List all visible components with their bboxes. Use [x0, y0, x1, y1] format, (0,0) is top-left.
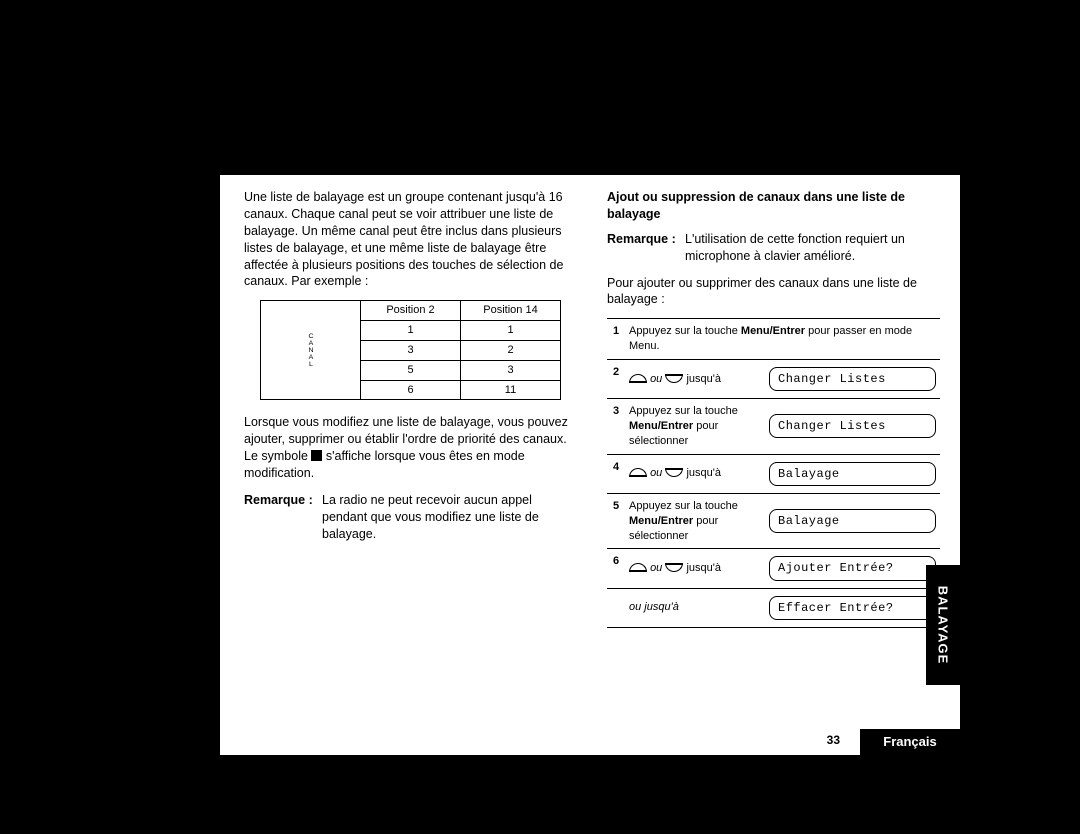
steps-table: 1 Appuyez sur la touche Menu/Entrer pour…	[607, 318, 940, 628]
down-arrow-icon	[665, 374, 683, 383]
table-header: Position 2	[361, 301, 461, 321]
remark-label: Remarque :	[244, 492, 322, 509]
up-arrow-icon	[629, 374, 647, 383]
step-instruction: ou jusqu'à	[625, 454, 765, 493]
display-box: Balayage	[769, 509, 936, 533]
document-page: Une liste de balayage est un groupe cont…	[220, 175, 960, 755]
step-instruction: ou jusqu'à	[625, 549, 765, 588]
display-box: Ajouter Entrée?	[769, 556, 936, 580]
step-display: Ajouter Entrée?	[765, 549, 940, 588]
remark-paragraph: Remarque :La radio ne peut recevoir aucu…	[244, 492, 577, 543]
display-box: Balayage	[769, 462, 936, 486]
step-number: 4	[607, 454, 625, 493]
step-number: 1	[607, 319, 625, 360]
remark-text: L'utilisation de cette fonction requiert…	[685, 232, 905, 263]
step-row-continuation: ou jusqu'à Effacer Entrée?	[607, 588, 940, 627]
language-tab: Français	[860, 729, 960, 755]
display-box: Changer Listes	[769, 367, 936, 391]
remark-label: Remarque :	[607, 231, 685, 248]
up-arrow-icon	[629, 563, 647, 572]
lead-paragraph: Pour ajouter ou supprimer des canaux dan…	[607, 275, 940, 309]
step-number: 2	[607, 359, 625, 398]
table-side-label: CANAL	[261, 301, 361, 400]
step-number: 6	[607, 549, 625, 588]
remark-paragraph: Remarque :L'utilisation de cette fonctio…	[607, 231, 940, 265]
step-row: 3 Appuyez sur la touche Menu/Entrer pour…	[607, 399, 940, 455]
table-header: Position 14	[461, 301, 561, 321]
or-text: ou	[650, 373, 662, 385]
step-display: Balayage	[765, 454, 940, 493]
step-row: 6 ou jusqu'à Ajouter Entrée?	[607, 549, 940, 588]
step-row: 5 Appuyez sur la touche Menu/Entrer pour…	[607, 493, 940, 549]
page-number: 33	[827, 733, 840, 747]
step-display: Balayage	[765, 493, 940, 549]
or-text: ou	[650, 467, 662, 479]
right-column: Ajout ou suppression de canaux dans une …	[607, 189, 940, 628]
table-header-row: CANAL Position 2 Position 14	[261, 301, 561, 321]
step-number: 3	[607, 399, 625, 455]
step-row: 4 ou jusqu'à Balayage	[607, 454, 940, 493]
step-display: Effacer Entrée?	[765, 588, 940, 627]
section-title: Ajout ou suppression de canaux dans une …	[607, 189, 940, 223]
step-number: 5	[607, 493, 625, 549]
left-column: Une liste de balayage est un groupe cont…	[244, 189, 577, 628]
side-tab-label: BALAYAGE	[936, 586, 951, 665]
step-instruction: Appuyez sur la touche Menu/Entrer pour s…	[625, 399, 765, 455]
step-instruction: ou jusqu'à	[625, 588, 765, 627]
step-instruction: Appuyez sur la touche Menu/Entrer pour p…	[625, 319, 940, 360]
step-instruction: ou jusqu'à	[625, 359, 765, 398]
intro-paragraph: Une liste de balayage est un groupe cont…	[244, 189, 577, 290]
down-arrow-icon	[665, 563, 683, 572]
display-box: Changer Listes	[769, 414, 936, 438]
modify-paragraph: Lorsque vous modifiez une liste de balay…	[244, 414, 577, 482]
down-arrow-icon	[665, 468, 683, 477]
up-arrow-icon	[629, 468, 647, 477]
two-column-layout: Une liste de balayage est un groupe cont…	[220, 175, 960, 628]
modify-icon	[311, 450, 322, 461]
step-instruction: Appuyez sur la touche Menu/Entrer pour s…	[625, 493, 765, 549]
step-row: 2 ou jusqu'à Changer Listes	[607, 359, 940, 398]
step-display: Changer Listes	[765, 359, 940, 398]
step-row: 1 Appuyez sur la touche Menu/Entrer pour…	[607, 319, 940, 360]
side-tab: BALAYAGE	[926, 565, 960, 685]
remark-text: La radio ne peut recevoir aucun appel pe…	[322, 493, 539, 541]
position-table: CANAL Position 2 Position 14 11 32 53 61…	[260, 300, 561, 400]
step-display: Changer Listes	[765, 399, 940, 455]
or-text: ou	[650, 562, 662, 574]
display-box: Effacer Entrée?	[769, 596, 936, 620]
